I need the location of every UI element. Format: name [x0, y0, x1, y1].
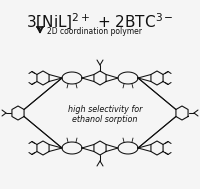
- Text: 3[NiL]$^{2+}$ + 2BTC$^{3-}$: 3[NiL]$^{2+}$ + 2BTC$^{3-}$: [26, 12, 174, 32]
- Polygon shape: [151, 71, 163, 85]
- Polygon shape: [62, 72, 82, 84]
- Polygon shape: [37, 71, 49, 85]
- Polygon shape: [62, 142, 82, 154]
- Polygon shape: [118, 142, 138, 154]
- Text: high selectivity for: high selectivity for: [68, 105, 142, 115]
- Polygon shape: [12, 106, 24, 120]
- Polygon shape: [94, 141, 106, 155]
- Polygon shape: [94, 71, 106, 85]
- Polygon shape: [151, 141, 163, 155]
- Text: ethanol sorption: ethanol sorption: [72, 115, 138, 125]
- Polygon shape: [176, 106, 188, 120]
- Polygon shape: [37, 141, 49, 155]
- Text: 2D coordination polymer: 2D coordination polymer: [47, 28, 142, 36]
- Polygon shape: [118, 72, 138, 84]
